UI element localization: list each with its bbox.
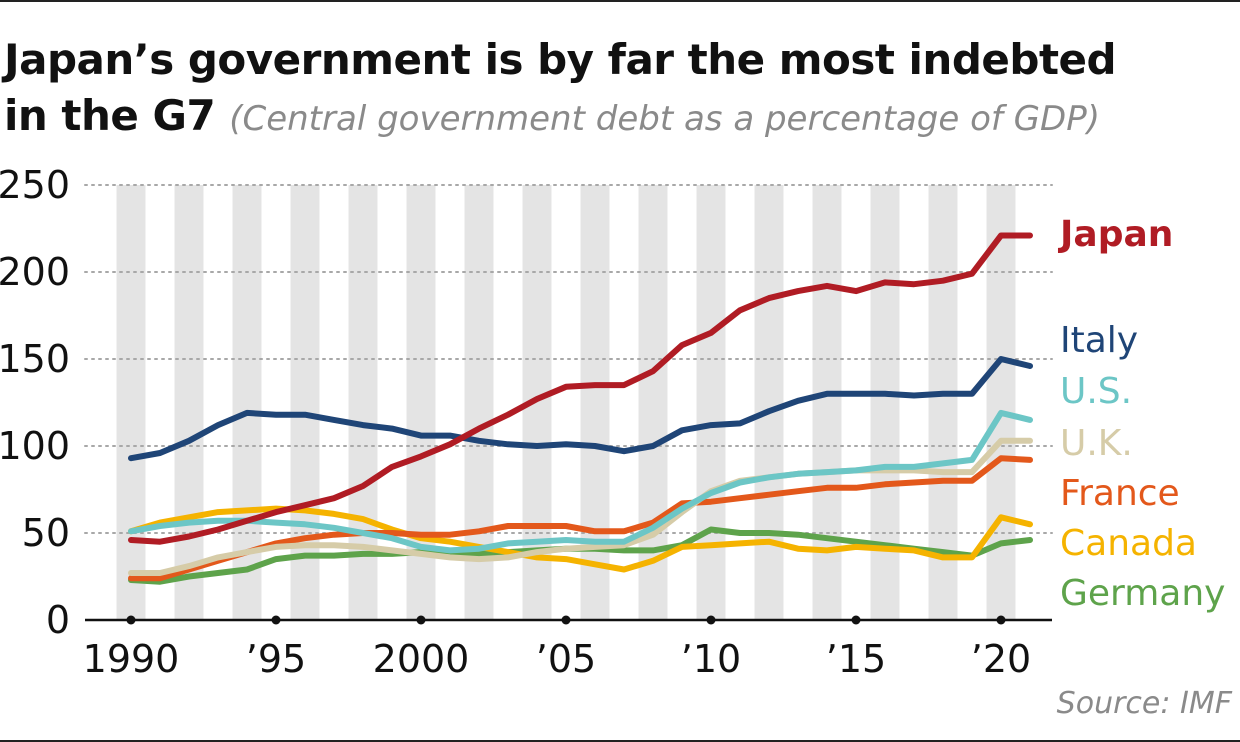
year-band — [116, 185, 146, 620]
x-tick-mark — [996, 615, 1006, 625]
series-line-italy — [128, 356, 1033, 462]
x-tick-label: 1990 — [83, 637, 180, 681]
year-band — [812, 185, 842, 620]
y-tick-label: 100 — [0, 424, 70, 468]
y-tick-label: 0 — [46, 598, 70, 642]
series-label-us: U.S. — [1060, 371, 1132, 412]
year-bands — [116, 185, 1016, 620]
year-band — [928, 185, 958, 620]
source-note: Source: IMF — [1056, 686, 1232, 721]
series-labels: Japan Italy U.S. U.K. France Canada Germany — [1057, 214, 1225, 614]
x-tick-mark — [706, 615, 716, 625]
bottom-rule — [0, 740, 1240, 742]
x-tick-mark — [271, 615, 281, 625]
x-tick-label: ’10 — [681, 637, 741, 681]
x-tick-mark — [416, 615, 426, 625]
axes: 0 50 100 150 200 250 1990 ’95 2000 ’05 ’10 ’15 ’20 — [0, 163, 1052, 681]
year-band — [174, 185, 204, 620]
y-tick-label: 150 — [0, 337, 70, 381]
series-label-italy: Italy — [1060, 320, 1138, 361]
x-tick-mark — [126, 615, 136, 625]
y-tick-label: 250 — [0, 163, 70, 207]
x-tick-mark — [851, 615, 861, 625]
x-tick-label: ’15 — [826, 637, 886, 681]
year-band — [870, 185, 900, 620]
series-label-uk: U.K. — [1060, 423, 1133, 464]
series-label-canada: Canada — [1060, 523, 1197, 564]
title-line-1: Japan’s government is by far the most in… — [4, 35, 1117, 84]
year-band — [696, 185, 726, 620]
chart-subtitle: (Central government debt as a percentage… — [229, 99, 1100, 139]
title-line-2-wrap: in the G7 (Central government debt as a p… — [4, 88, 1236, 147]
x-tick-label: ’20 — [971, 637, 1031, 681]
year-band — [754, 185, 784, 620]
x-tick-label: ’05 — [536, 637, 596, 681]
series-label-japan: Japan — [1057, 214, 1173, 255]
chart-title: Japan’s government is by far the most in… — [4, 32, 1236, 147]
series-lines — [128, 232, 1033, 585]
x-tick-mark — [561, 615, 571, 625]
series-line-france — [128, 455, 1033, 582]
series-line-us — [128, 409, 1033, 554]
top-rule — [0, 0, 1240, 2]
x-tick-label: 2000 — [373, 637, 470, 681]
year-band — [580, 185, 610, 620]
y-tick-label: 50 — [22, 511, 70, 555]
title-line-2: in the G7 — [4, 91, 216, 140]
y-tick-label: 200 — [0, 250, 70, 294]
x-tick-label: ’95 — [246, 637, 306, 681]
series-label-germany: Germany — [1060, 573, 1225, 614]
series-label-france: France — [1060, 473, 1180, 514]
series-line-japan — [128, 232, 1033, 545]
